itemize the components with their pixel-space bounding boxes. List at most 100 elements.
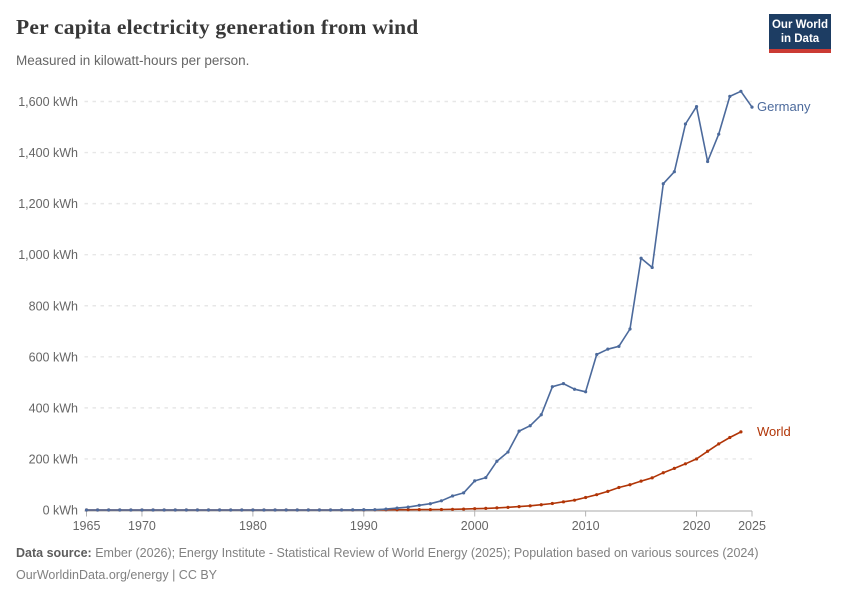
data-point-marker <box>240 508 244 512</box>
y-tick-label: 1,600 kWh <box>18 95 78 109</box>
data-point-marker <box>694 105 699 109</box>
data-point-marker <box>439 499 444 503</box>
series-germany <box>84 89 754 512</box>
data-point-marker <box>672 170 676 174</box>
owid-logo-line2: in Data <box>780 33 820 45</box>
data-point-marker <box>273 508 277 512</box>
data-point-marker <box>295 508 299 512</box>
y-tick-label: 1,200 kWh <box>18 197 78 211</box>
x-tick-label: 1980 <box>239 519 267 533</box>
data-point-marker <box>417 508 421 512</box>
owid-logo-line1: Our World <box>771 19 828 31</box>
data-point-marker <box>550 385 554 389</box>
data-point-marker <box>195 508 200 512</box>
series-line <box>85 90 753 511</box>
data-point-marker <box>617 344 621 348</box>
data-point-marker <box>717 442 721 446</box>
data-point-marker <box>218 508 222 512</box>
data-point-marker <box>717 132 721 136</box>
data-point-marker <box>129 508 133 512</box>
data-point-marker <box>406 508 410 512</box>
data-point-marker <box>595 493 599 497</box>
data-point-marker <box>428 507 432 512</box>
data-point-marker <box>706 159 710 164</box>
data-point-marker <box>417 503 421 507</box>
data-point-marker <box>462 491 466 495</box>
data-point-marker <box>561 500 566 504</box>
data-point-marker <box>739 430 743 434</box>
footer-link[interactable]: OurWorldinData.org/energy | CC BY <box>16 567 218 582</box>
data-point-marker <box>528 424 532 428</box>
data-point-marker <box>628 327 632 331</box>
data-point-marker <box>484 506 488 510</box>
data-point-marker <box>706 449 710 453</box>
owid-logo[interactable]: Our World in Data <box>769 14 831 53</box>
x-tick-label: 2010 <box>572 519 600 533</box>
data-point-marker <box>728 94 732 98</box>
data-point-marker <box>517 505 521 509</box>
x-tick-label: 1970 <box>128 519 156 533</box>
data-point-marker <box>683 462 688 466</box>
data-point-marker <box>173 508 177 512</box>
data-point-marker <box>517 429 521 433</box>
data-source-line: Data source: Ember (2026); Energy Instit… <box>16 543 834 565</box>
y-tick-label: 200 kWh <box>29 452 78 466</box>
data-point-marker <box>484 475 488 480</box>
data-point-marker <box>317 508 322 512</box>
y-tick-label: 0 kWh <box>43 504 78 518</box>
series-world <box>84 430 743 512</box>
data-point-marker <box>384 507 388 511</box>
x-tick-label: 2020 <box>683 519 711 533</box>
data-point-marker <box>495 506 499 510</box>
data-point-marker <box>406 505 410 509</box>
data-point-marker <box>617 485 621 490</box>
data-point-marker <box>739 89 743 93</box>
data-point-marker <box>473 507 477 511</box>
data-point-marker <box>683 122 688 126</box>
series-line <box>85 431 742 511</box>
data-point-marker <box>506 450 510 454</box>
data-point-marker <box>362 508 366 512</box>
x-axis: 1965 1970 1980 1990 2000 2010 2020 2025 <box>73 510 766 533</box>
data-point-marker <box>251 508 255 512</box>
data-point-marker <box>395 506 399 510</box>
data-point-marker <box>184 508 188 512</box>
data-point-marker <box>473 479 477 483</box>
data-point-marker <box>506 505 510 509</box>
data-point-marker <box>428 502 432 506</box>
data-point-marker <box>162 508 166 512</box>
data-point-marker <box>584 495 588 500</box>
data-point-marker <box>639 256 643 260</box>
data-point-marker <box>340 508 344 512</box>
chart-title: Per capita electricity generation from w… <box>16 15 419 39</box>
data-point-marker <box>728 435 732 440</box>
y-tick-label: 1,000 kWh <box>18 248 78 262</box>
data-point-marker <box>528 504 532 508</box>
data-point-marker <box>140 508 144 512</box>
data-point-marker <box>462 507 466 511</box>
data-point-marker <box>284 508 288 512</box>
data-point-marker <box>572 387 577 391</box>
data-point-marker <box>306 508 310 512</box>
data-point-marker <box>206 508 211 512</box>
data-point-marker <box>628 483 632 487</box>
data-point-marker <box>351 508 355 512</box>
data-point-marker <box>262 508 266 512</box>
series-label-world: World <box>757 423 791 439</box>
data-point-marker <box>539 503 543 507</box>
data-point-marker <box>550 501 554 506</box>
x-tick-label: 1990 <box>350 519 378 533</box>
gridlines <box>84 100 752 460</box>
data-point-marker <box>661 182 665 186</box>
data-point-marker <box>95 508 100 512</box>
data-point-marker <box>606 347 610 351</box>
x-tick-label: 2000 <box>461 519 489 533</box>
data-point-marker <box>561 382 566 386</box>
data-point-marker <box>539 413 543 417</box>
data-point-marker <box>328 508 333 512</box>
data-point-marker <box>584 390 588 394</box>
data-point-marker <box>750 105 754 109</box>
data-point-marker <box>439 507 444 512</box>
data-point-marker <box>650 265 654 270</box>
y-tick-label: 1,400 kWh <box>18 146 78 160</box>
